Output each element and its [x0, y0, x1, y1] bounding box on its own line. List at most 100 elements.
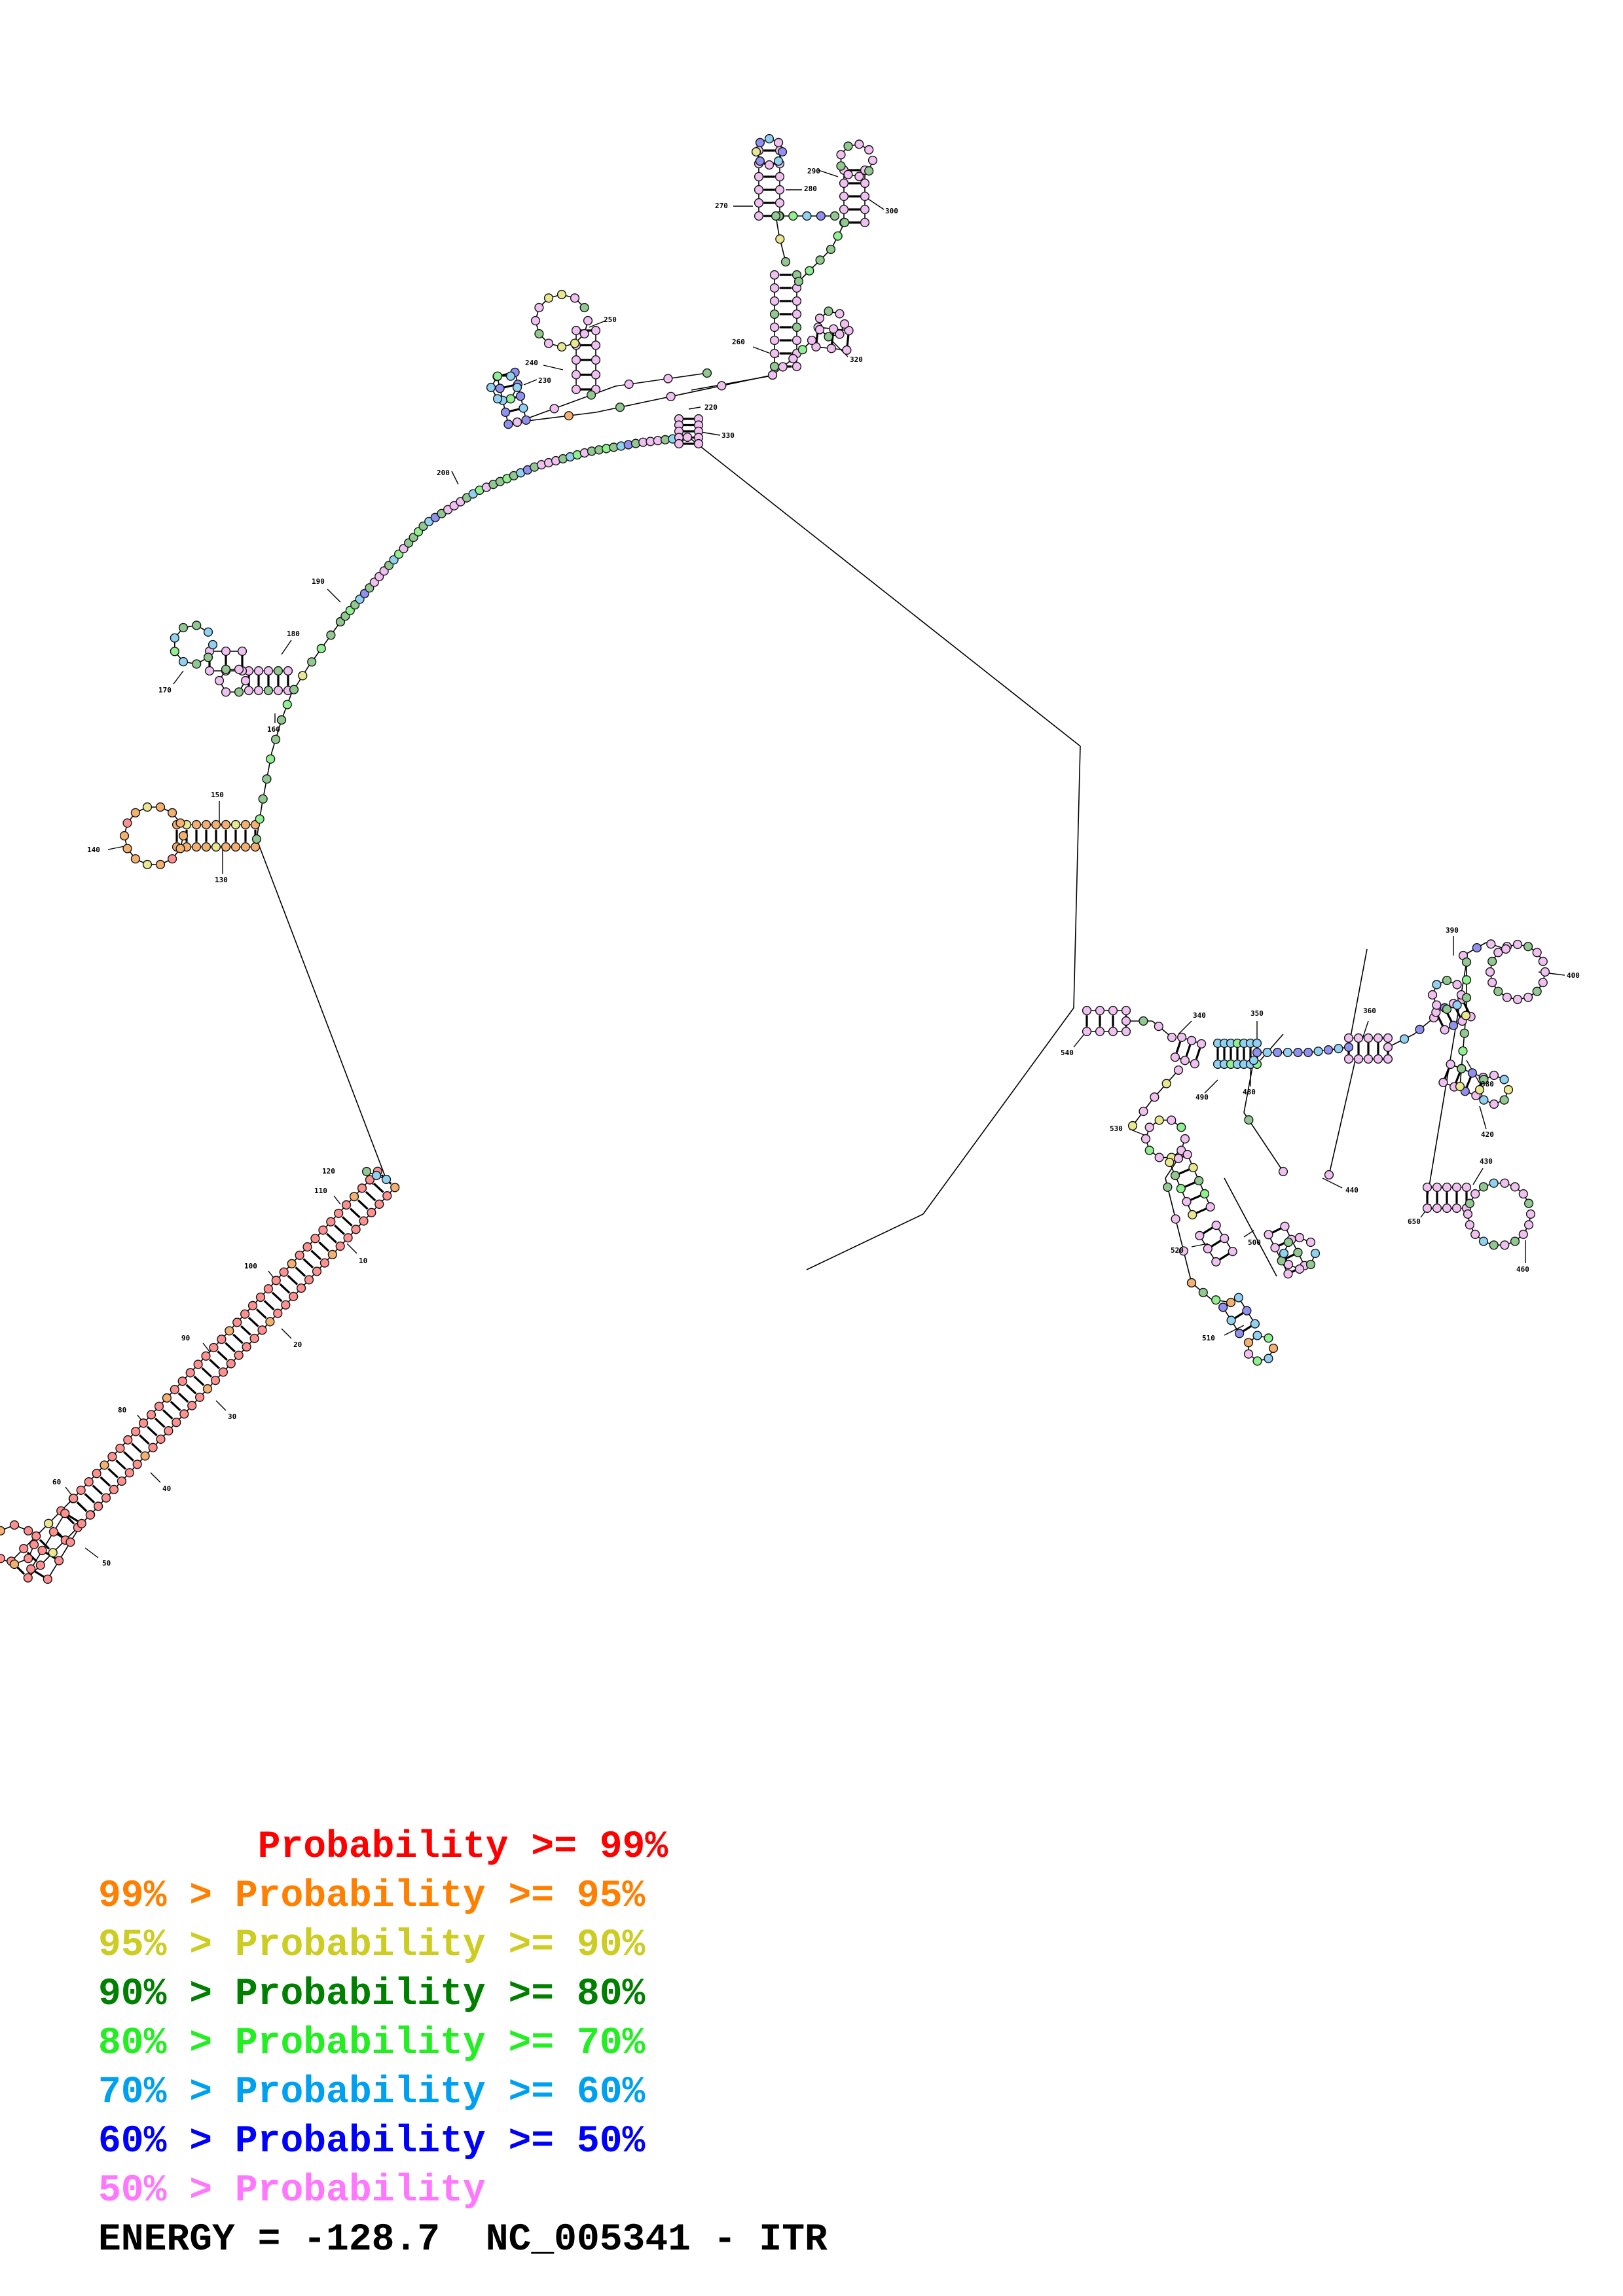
nucleotide — [1479, 1075, 1489, 1085]
nucleotide — [1373, 1033, 1383, 1043]
nucleotide — [273, 666, 283, 676]
nucleotide — [304, 1275, 314, 1285]
base-pair — [271, 1291, 283, 1302]
backbone-segment — [1243, 1060, 1254, 1113]
nucleotide — [1165, 1157, 1175, 1168]
position-label: 460 — [1516, 1265, 1529, 1274]
nucleotide — [1465, 1220, 1475, 1230]
position-label: 180 — [287, 630, 300, 638]
nucleotide — [839, 217, 850, 228]
nucleotide — [1252, 1331, 1262, 1340]
position-tick — [150, 1472, 161, 1483]
nucleotide — [170, 633, 179, 643]
nucleotide — [265, 1317, 275, 1327]
nucleotide — [1432, 1000, 1442, 1010]
nucleotide — [123, 1435, 133, 1445]
nucleotide — [1512, 994, 1523, 1005]
nucleotide — [591, 325, 601, 336]
legend-row: 99% > Probability >= 95% — [98, 1875, 646, 1918]
nucleotide — [797, 345, 807, 355]
nucleotide — [255, 814, 264, 824]
nucleotide — [1503, 1085, 1514, 1095]
nucleotide — [1249, 1055, 1259, 1066]
nucleotide — [1280, 1221, 1290, 1231]
nucleotide — [179, 1409, 189, 1419]
nucleotide — [1442, 1182, 1452, 1193]
base-pair — [365, 1191, 376, 1202]
nucleotide — [1493, 986, 1503, 996]
nucleotide — [221, 842, 231, 852]
nucleotide — [1226, 1297, 1236, 1308]
nucleotide — [530, 315, 541, 326]
backbone-segment — [47, 1523, 82, 1580]
nucleotide — [1252, 1038, 1262, 1049]
nucleotide — [1440, 1025, 1450, 1035]
nucleotide — [1250, 1319, 1260, 1329]
legend-row: 90% > Probability >= 80% — [98, 1973, 646, 2016]
backbone-segment — [688, 437, 1081, 747]
nucleotide — [154, 1401, 164, 1411]
nucleotide — [155, 859, 166, 870]
nucleotide — [1283, 1269, 1293, 1279]
nucleotide — [792, 296, 802, 306]
base-pair — [295, 1266, 306, 1277]
nucleotide — [1432, 1203, 1442, 1213]
nucleotide — [298, 671, 308, 681]
nucleotide — [201, 842, 211, 852]
nucleotide — [282, 700, 292, 709]
nucleotide — [240, 1309, 250, 1319]
backbone-segment — [1165, 1177, 1192, 1283]
nucleotide — [754, 211, 764, 221]
nucleotide — [505, 371, 516, 381]
nucleotide — [579, 302, 589, 313]
nucleotide — [864, 145, 874, 155]
nucleotide — [48, 1527, 59, 1537]
nucleotide — [788, 211, 798, 221]
nucleotide — [521, 415, 531, 425]
nucleotide — [764, 134, 775, 144]
nucleotide — [1154, 1021, 1163, 1031]
nucleotide — [289, 685, 299, 694]
nucleotide — [0, 1554, 5, 1564]
backbone-segment — [1284, 1226, 1305, 1266]
nucleotide — [1283, 1047, 1292, 1058]
nucleotide — [775, 171, 785, 182]
nucleotide — [839, 319, 850, 329]
nucleotide — [1242, 1306, 1252, 1316]
nucleotide — [1188, 1210, 1197, 1220]
backbone-segment — [922, 1007, 1074, 1215]
nucleotide — [500, 407, 511, 418]
nucleotide — [1198, 1287, 1208, 1297]
nucleotide — [1485, 967, 1495, 977]
base-pair — [217, 1350, 228, 1361]
nucleotide — [1127, 1121, 1138, 1131]
base-pair — [1195, 1048, 1201, 1060]
nucleotide — [674, 439, 684, 449]
nucleotide — [84, 1477, 94, 1487]
nucleotide — [860, 217, 870, 228]
nucleotide — [534, 302, 544, 313]
nucleotide — [287, 1259, 297, 1268]
nucleotide — [1233, 1293, 1244, 1302]
base-pair — [131, 1443, 142, 1454]
position-label: 110 — [314, 1187, 327, 1195]
caption-gap — [440, 2219, 486, 2261]
position-label: 300 — [885, 207, 898, 215]
base-pair — [334, 1225, 345, 1235]
nucleotide — [1176, 1032, 1187, 1042]
nucleotide — [1194, 1175, 1204, 1186]
nucleotide — [505, 394, 516, 404]
nucleotide — [556, 342, 567, 352]
nucleotide — [168, 854, 177, 864]
nucleotide — [1121, 1005, 1131, 1016]
nucleotide — [1470, 1189, 1480, 1199]
nucleotide — [92, 1469, 101, 1479]
nucleotide — [1303, 1047, 1313, 1058]
position-tick — [700, 431, 721, 436]
nucleotide — [326, 1217, 336, 1227]
nucleotide — [334, 1208, 344, 1218]
position-tick — [281, 1328, 292, 1339]
nucleotide — [1313, 1047, 1323, 1056]
base-pair — [1242, 1325, 1252, 1333]
position-label: 30 — [228, 1412, 236, 1421]
